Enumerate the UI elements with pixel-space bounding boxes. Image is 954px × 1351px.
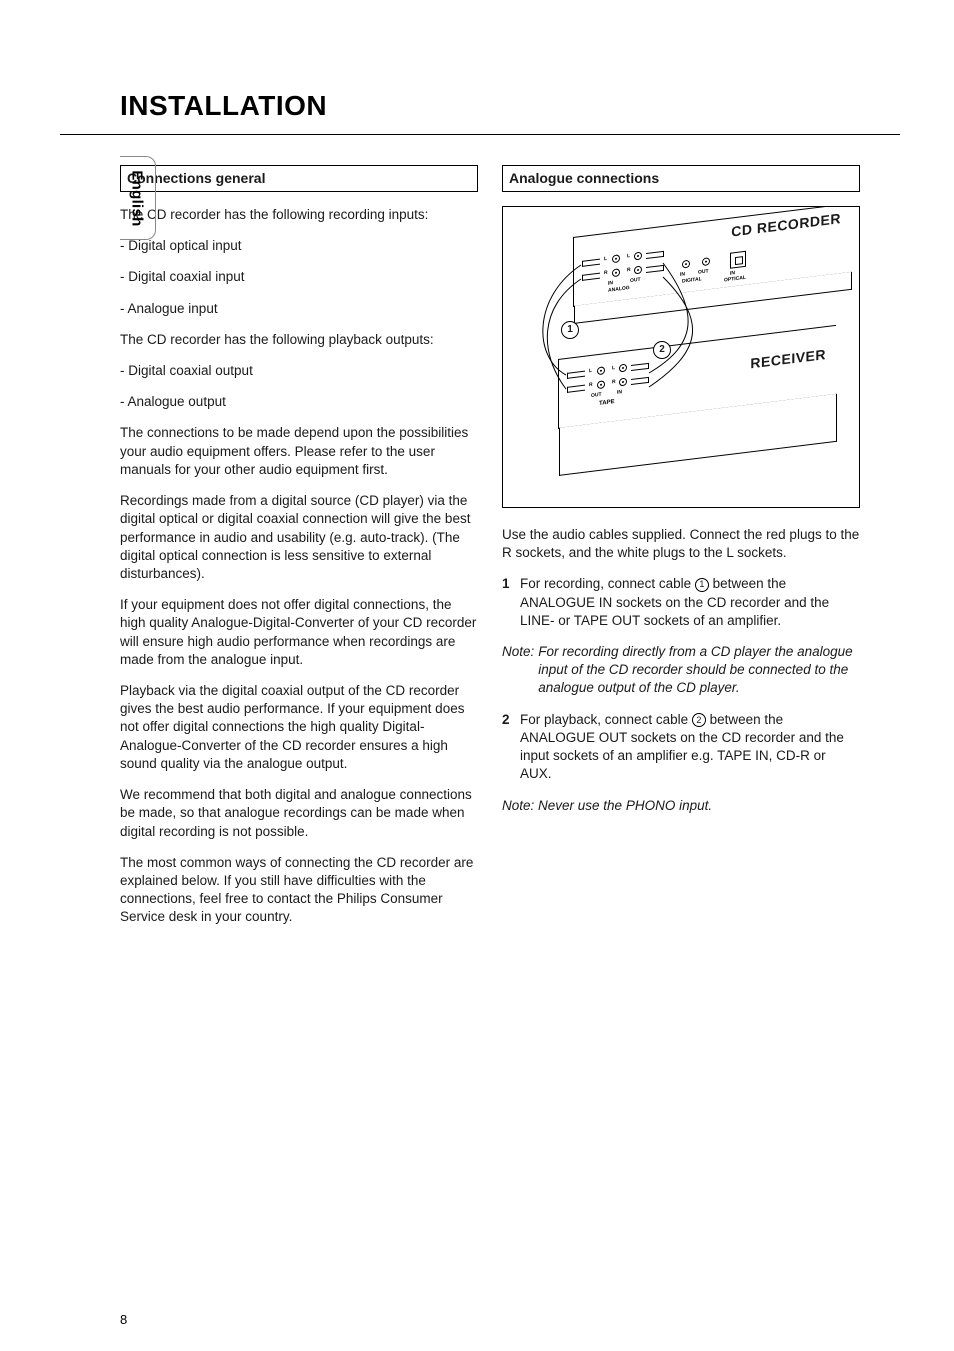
diagram-recorder: CD RECORDER L R IN L R (573, 206, 851, 307)
jack-dig-in (682, 260, 690, 269)
rec-out-lbl: OUT (630, 278, 641, 284)
l-p1a: - Digital optical input (120, 237, 478, 255)
r-p1: Use the audio cables supplied. Connect t… (502, 526, 860, 562)
plug-in-l (582, 259, 600, 267)
rec-in-R: R (604, 271, 608, 276)
note-1-text: For recording directly from a CD player … (538, 643, 860, 698)
receiver-label: RECEIVER (750, 345, 826, 373)
diagram-marker-2: 2 (653, 341, 671, 359)
rec-out-L: L (627, 254, 630, 259)
dig-in-lbl: IN (680, 272, 685, 278)
note-2: Note: Never use the PHONO input. (502, 797, 860, 815)
rcv-plug-out-l (567, 371, 585, 379)
rcv-jack-out-l (597, 366, 605, 375)
left-column: Connections general The CD recorder has … (120, 165, 478, 927)
rcv-out-R: R (589, 383, 593, 388)
rcv-out-L: L (589, 369, 592, 374)
rcv-jack-in-l (619, 363, 627, 372)
optical-lbl: OPTICAL (724, 276, 746, 284)
language-tab: English (120, 156, 156, 240)
note-1-label: Note: (502, 643, 534, 698)
rcv-plug-in-r (631, 377, 649, 385)
plug-out-l (646, 251, 664, 259)
recorder-label: CD RECORDER (731, 209, 841, 241)
rcv-out-lbl: OUT (591, 393, 602, 399)
diagram-receiver: RECEIVER L R OUT L R (558, 325, 836, 429)
optical-in (730, 251, 746, 269)
rec-in-L: L (604, 257, 607, 262)
rcv-in-L: L (612, 366, 615, 371)
left-section-header: Connections general (120, 165, 478, 192)
rec-in-lbl: IN (608, 281, 613, 287)
l-p2: The CD recorder has the following playba… (120, 331, 478, 349)
diagram-marker-1: 1 (561, 321, 579, 339)
page: INSTALLATION English Connections general… (60, 0, 900, 1310)
l-p2a: - Digital coaxial output (120, 362, 478, 380)
step-2-num: 2 (502, 711, 516, 784)
circled-1-inline: 1 (695, 578, 709, 592)
l-p7: We recommend that both digital and analo… (120, 786, 478, 841)
l-p8: The most common ways of connecting the C… (120, 854, 478, 927)
rec-out-R: R (627, 268, 631, 273)
rcv-in-lbl: IN (617, 390, 622, 396)
jack-rec-out-r (634, 265, 642, 274)
recorder-front (574, 272, 852, 324)
right-column: Analogue connections CD RECORDER L R IN (502, 165, 860, 927)
l-p4: Recordings made from a digital source (C… (120, 492, 478, 583)
page-number: 8 (120, 1312, 127, 1327)
l-p3: The connections to be made depend upon t… (120, 424, 478, 479)
l-p5: If your equipment does not offer digital… (120, 596, 478, 669)
rcv-jack-in-r (619, 377, 627, 386)
note-1: Note: For recording directly from a CD p… (502, 643, 860, 698)
page-title: INSTALLATION (60, 0, 900, 134)
step-2-a: For playback, connect cable (520, 712, 692, 727)
plug-in-r (582, 273, 600, 281)
step-1-a: For recording, connect cable (520, 576, 695, 591)
rcv-in-R: R (612, 380, 616, 385)
step-2-text: For playback, connect cable 2 between th… (520, 711, 860, 784)
rec-analog-lbl: ANALOG (608, 286, 630, 294)
jack-rec-in-r (612, 268, 620, 277)
rcv-tape-lbl: TAPE (599, 399, 615, 407)
step-1-text: For recording, connect cable 1 between t… (520, 575, 860, 630)
step-1-num: 1 (502, 575, 516, 630)
l-p6: Playback via the digital coaxial output … (120, 682, 478, 773)
language-tab-label: English (129, 170, 146, 226)
dig-lbl: DIGITAL (682, 277, 702, 284)
step-1: 1 For recording, connect cable 1 between… (502, 575, 860, 630)
jack-rec-in-l (612, 254, 620, 263)
rcv-plug-in-l (631, 363, 649, 371)
l-p1b: - Digital coaxial input (120, 268, 478, 286)
right-section-header: Analogue connections (502, 165, 860, 192)
l-p1: The CD recorder has the following record… (120, 206, 478, 224)
rcv-plug-out-r (567, 385, 585, 393)
jack-dig-out (702, 257, 710, 266)
circled-2-inline: 2 (692, 713, 706, 727)
content-columns: Connections general The CD recorder has … (60, 135, 900, 927)
connection-diagram: CD RECORDER L R IN L R (502, 206, 860, 508)
step-2: 2 For playback, connect cable 2 between … (502, 711, 860, 784)
l-p2b: - Analogue output (120, 393, 478, 411)
plug-out-r (646, 265, 664, 273)
l-p1c: - Analogue input (120, 300, 478, 318)
jack-rec-out-l (634, 251, 642, 260)
dig-out-lbl: OUT (698, 269, 709, 275)
rcv-jack-out-r (597, 380, 605, 389)
